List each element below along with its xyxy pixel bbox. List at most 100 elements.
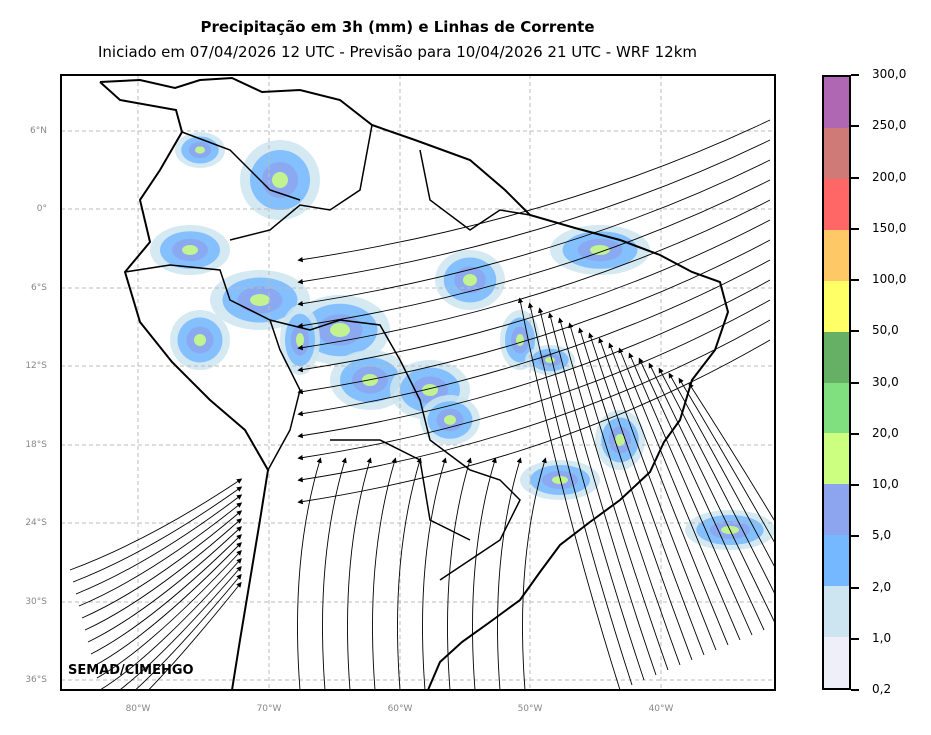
streamline [297,299,771,461]
colorbar-segment [824,229,849,281]
lat-label: 6°N [30,126,47,136]
streamline [608,342,729,646]
streamline [472,457,497,690]
streamline [578,327,693,661]
streamline [628,352,753,636]
streamline [93,542,242,667]
streamline [72,486,243,583]
colorbar-label: 250,0 [872,118,907,133]
colorbar-segment [824,331,849,383]
colorbar-tick [851,330,859,333]
colorbar-label: 300,0 [872,67,907,81]
colorbar-segment [824,77,849,128]
colorbar-tick [851,484,859,486]
colorbar-segment [824,382,849,434]
lat-label: 0° [36,204,47,214]
streamline [548,312,657,676]
colorbar-tick [851,125,859,128]
streamline [297,219,771,373]
streamline [397,457,422,690]
streamline [297,239,771,395]
streamline [81,510,243,619]
lon-label: 40°W [648,704,674,714]
colorbar-tick [851,227,859,230]
streamline [527,302,633,686]
colorbar-label: 150,0 [872,220,907,235]
colorbar-segment [824,637,849,689]
colorbar-label: 1,0 [872,630,892,645]
colorbar-segment [824,433,849,485]
streamline [668,372,775,569]
colorbar-label: 100,0 [872,272,907,286]
streamline [658,367,775,596]
streamline [147,581,242,690]
lat-label: 36°S [25,675,47,685]
streamline [347,457,372,690]
streamline [297,319,771,483]
streamline [297,259,771,417]
colorbar-segment [824,280,849,332]
streamline [119,565,242,690]
chart-subtitle: Iniciado em 07/04/2026 12 UTC - Previsão… [97,43,698,61]
streamline [322,457,347,690]
colorbar-label: 0,2 [872,682,892,696]
colorbar-tick [851,279,859,281]
lon-label: 50°W [517,704,543,714]
streamline [638,357,765,631]
colorbar-segment [824,535,849,587]
chart-title: Precipitação em 3h (mm) e Linhas de Corr… [200,18,595,36]
colorbar-tick [851,637,859,640]
continent-outline [99,76,730,690]
colorbar-tick [851,74,859,76]
streamline [297,457,322,690]
streamline [90,534,242,655]
streamline [84,518,243,631]
colorbar-segment [824,127,849,179]
credit-label: SEMAD/CIMEHGO [68,663,194,678]
streamline [648,362,775,624]
streamline [87,526,242,643]
streamlines [69,119,775,690]
colorbar-tick [851,689,859,691]
streamline [297,119,771,263]
streamline [99,557,242,690]
colorbar-tick [851,432,859,435]
streamline [517,297,621,690]
streamline [297,279,771,439]
lat-label: 18°S [25,440,47,450]
streamline [678,377,775,545]
streamline [78,502,243,607]
streamline [688,382,775,523]
colorbar-label: 20,0 [872,425,899,440]
streamline [618,347,741,641]
colorbar-label: 30,0 [872,374,899,389]
colorbar-label: 5,0 [872,528,892,543]
streamline [297,139,771,285]
streamline [537,307,645,681]
colorbar-tick [851,381,859,384]
lon-label: 70°W [256,704,282,714]
colorbar-segment [824,484,849,536]
colorbar-label: 10,0 [872,477,899,491]
map-frame [60,74,776,691]
colorbar-label: 200,0 [872,169,907,184]
streamline [96,550,242,679]
streamline [75,494,243,595]
colorbar-segment [824,178,849,230]
lon-label: 80°W [125,704,151,714]
streamline [497,457,522,690]
streamline [134,573,242,690]
colorbar-label: 2,0 [872,579,892,594]
lat-label: 24°S [25,518,47,528]
colorbar [822,75,851,690]
lon-label: 60°W [387,704,413,714]
colorbar-segment [824,586,849,638]
streamline [568,322,681,666]
streamline [422,457,447,690]
colorbar-tick [851,535,859,538]
streamline [297,199,771,351]
streamline [372,457,397,690]
colorbar-tick [851,176,859,179]
streamline [69,478,243,571]
